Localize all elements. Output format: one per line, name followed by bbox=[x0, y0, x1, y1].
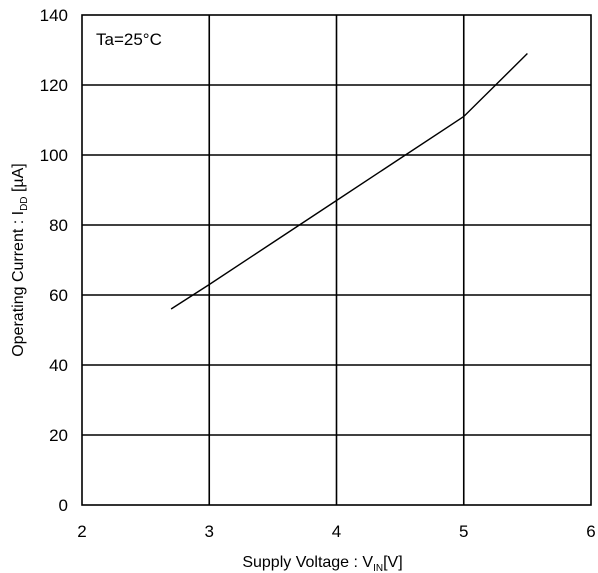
y-tick-label: 120 bbox=[40, 76, 68, 95]
plot-frame bbox=[81, 14, 592, 506]
x-tick-label: 6 bbox=[586, 522, 595, 541]
temperature-annotation: Ta=25°C bbox=[96, 30, 162, 49]
y-tick-label: 20 bbox=[49, 426, 68, 445]
x-axis-label: Supply Voltage : VIN[V] bbox=[242, 554, 402, 573]
y-axis-label-unit: [µA] bbox=[10, 163, 27, 196]
x-tick-label: 2 bbox=[77, 522, 86, 541]
y-tick-label: 140 bbox=[40, 6, 68, 25]
x-axis-label-main: Supply Voltage : V bbox=[242, 554, 373, 571]
x-axis-label-unit: [V] bbox=[383, 554, 403, 571]
x-tick-label: 4 bbox=[332, 522, 341, 541]
y-axis-label-subscript: DD bbox=[19, 196, 30, 210]
x-axis-label-subscript: IN bbox=[373, 563, 383, 573]
current-series-line bbox=[170, 53, 528, 310]
y-tick-label: 80 bbox=[49, 216, 68, 235]
grid-lines bbox=[82, 15, 591, 505]
y-tick-label: 40 bbox=[49, 356, 68, 375]
y-tick-label: 0 bbox=[59, 496, 68, 515]
x-tick-label: 3 bbox=[205, 522, 214, 541]
y-tick-label: 100 bbox=[40, 146, 68, 165]
y-axis-label-main: Operating Current : I bbox=[10, 211, 27, 357]
x-tick-label: 5 bbox=[459, 522, 468, 541]
y-axis-label: Operating Current : IDD [µA] bbox=[10, 163, 30, 357]
y-tick-label: 60 bbox=[49, 286, 68, 305]
series-layer bbox=[170, 53, 528, 310]
